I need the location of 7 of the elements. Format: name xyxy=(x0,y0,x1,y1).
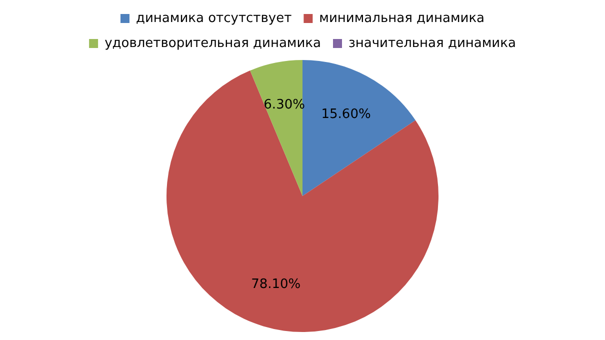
legend-label: значительная динамика xyxy=(348,36,516,51)
legend-label: минимальная динамика xyxy=(319,10,485,26)
data-label: 6.30% xyxy=(264,98,305,113)
legend-label: динамика отсутствует xyxy=(136,10,292,26)
legend-label: удовлетворительная динамика xyxy=(104,36,321,51)
data-label: 78.10% xyxy=(251,276,301,292)
data-label: 15.60% xyxy=(321,106,371,122)
